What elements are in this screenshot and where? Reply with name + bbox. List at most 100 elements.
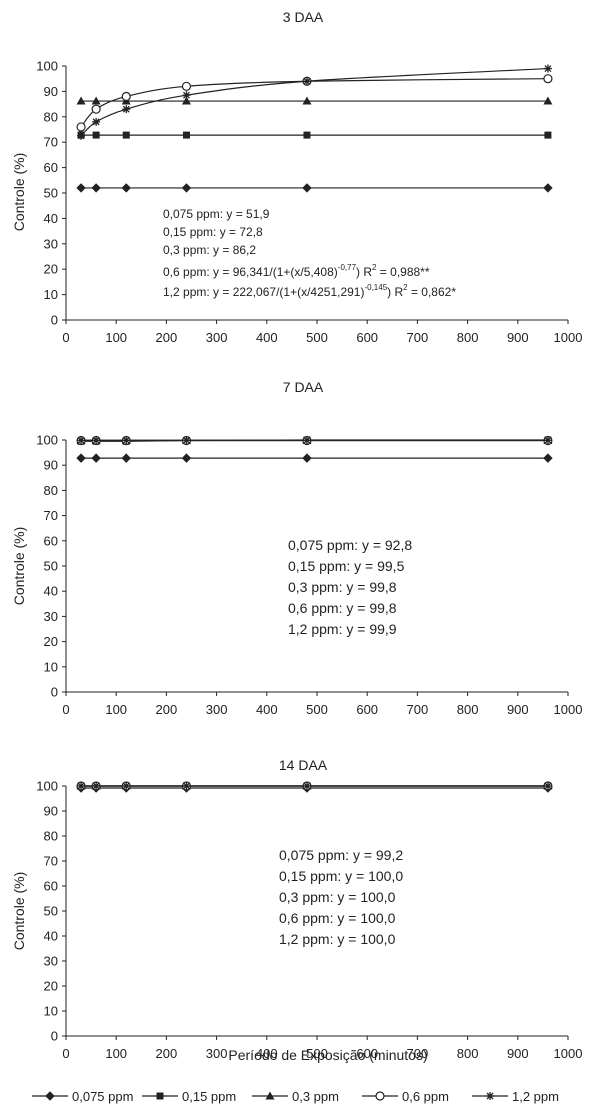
y-tick-label-14daa: 60 (44, 879, 58, 894)
point-triangle-3daa (76, 96, 86, 105)
legend-marker-square (156, 1092, 164, 1100)
point-star-14daa (122, 782, 131, 790)
y-tick-label-3daa: 30 (44, 236, 58, 251)
equation-03-7daa: 0,3 ppm: y = 99,8 (288, 579, 397, 595)
equations-7daa: 0,075 ppm: y = 92,8 0,15 ppm: y = 99,5 0… (288, 537, 412, 637)
point-star-3daa (302, 77, 311, 86)
x-tick-label-3daa: 600 (356, 330, 378, 345)
panel-3daa: 3 DAA Controle (%) 0,075 ppm: y = 51,9 0… (11, 9, 582, 345)
point-diamond-7daa (121, 453, 131, 463)
x-tick-label-7daa: 700 (407, 702, 429, 717)
x-tick-label-7daa: 400 (256, 702, 278, 717)
point-star-14daa (182, 782, 191, 790)
point-star-3daa (182, 91, 191, 100)
panel-title-14daa: 14 DAA (279, 757, 328, 773)
y-tick-label-3daa: 80 (44, 109, 58, 124)
point-diamond-7daa (76, 453, 86, 463)
legend-label-circle: 0,6 ppm (402, 1089, 449, 1104)
x-tick-label-7daa: 0 (62, 702, 69, 717)
point-star-7daa (543, 436, 552, 445)
y-tick-label-7daa: 100 (36, 433, 58, 448)
legend-item-star: 1,2 ppm (472, 1089, 559, 1104)
x-tick-label-7daa: 200 (156, 702, 178, 717)
point-diamond-7daa (181, 453, 192, 463)
point-diamond-7daa (543, 453, 553, 463)
x-tick-label-14daa: 0 (62, 1046, 69, 1061)
point-square-3daa (182, 131, 190, 139)
y-tick-label-14daa: 80 (44, 829, 58, 844)
x-tick-label-14daa: 800 (457, 1046, 479, 1061)
series-line-star-3daa (80, 67, 548, 137)
point-star-7daa (122, 436, 131, 445)
x-tick-label-3daa: 400 (256, 330, 278, 345)
y-tick-label-3daa: 40 (44, 211, 58, 226)
point-triangle-3daa (543, 96, 553, 105)
x-tick-label-14daa: 400 (256, 1046, 278, 1061)
x-tick-label-7daa: 500 (306, 702, 328, 717)
point-star-14daa (543, 782, 552, 790)
point-triangle-3daa (91, 96, 101, 105)
series-circle-3daa (76, 74, 553, 132)
legend-item-diamond: 0,075 ppm (32, 1089, 133, 1104)
x-tick-label-14daa: 300 (206, 1046, 228, 1061)
x-tick-label-7daa: 1000 (554, 702, 583, 717)
equation-06-7daa: 0,6 ppm: y = 99,8 (288, 600, 397, 616)
point-star-7daa (302, 436, 311, 445)
x-tick-label-7daa: 600 (356, 702, 378, 717)
point-star-3daa (92, 117, 101, 126)
point-diamond-3daa (181, 183, 192, 193)
equation-0075-14daa: 0,075 ppm: y = 99,2 (279, 847, 403, 863)
point-diamond-3daa (121, 183, 131, 193)
legend-label-square: 0,15 ppm (182, 1089, 236, 1104)
series-star-3daa (77, 64, 552, 140)
x-tick-label-3daa: 500 (306, 330, 328, 345)
legend-item-square: 0,15 ppm (142, 1089, 236, 1104)
equation-12-7daa: 1,2 ppm: y = 99,9 (288, 621, 397, 637)
point-diamond-3daa (91, 183, 101, 193)
x-tick-label-14daa: 100 (105, 1046, 127, 1061)
series-star-14daa (77, 782, 552, 790)
point-square-3daa (544, 131, 552, 139)
point-circle-3daa (121, 91, 131, 102)
x-tick-label-14daa: 600 (356, 1046, 378, 1061)
y-tick-label-3daa: 20 (44, 262, 58, 277)
legend-label-diamond: 0,075 ppm (72, 1089, 133, 1104)
y-tick-label-7daa: 50 (44, 559, 58, 574)
point-star-3daa (122, 105, 131, 114)
x-tick-label-7daa: 300 (206, 702, 228, 717)
x-tick-label-3daa: 800 (457, 330, 479, 345)
y-tick-label-3daa: 50 (44, 186, 58, 201)
y-tick-label-14daa: 20 (44, 979, 58, 994)
equation-06-3daa: 0,6 ppm: y = 96,341/(1+(x/5,408)-0,77) R… (163, 263, 430, 279)
x-tick-label-14daa: 500 (306, 1046, 328, 1061)
y-tick-label-7daa: 30 (44, 609, 58, 624)
x-tick-label-3daa: 300 (206, 330, 228, 345)
panel-14daa: 14 DAA Controle (%) Período de Exposição… (11, 757, 582, 1063)
point-diamond-3daa (302, 183, 312, 193)
point-star-7daa (92, 436, 101, 445)
y-tick-label-7daa: 10 (44, 659, 58, 674)
y-tick-label-7daa: 0 (51, 685, 58, 700)
x-tick-label-3daa: 100 (105, 330, 127, 345)
equation-12-3daa: 1,2 ppm: y = 222,067/(1+(x/4251,291)-0,1… (163, 283, 456, 299)
legend-marker-circle (375, 1091, 385, 1101)
y-tick-label-3daa: 60 (44, 160, 58, 175)
x-axis-title: Período de Exposição (minutos) (228, 1047, 427, 1063)
x-tick-label-14daa: 200 (156, 1046, 178, 1061)
series-diamond-3daa (76, 183, 553, 193)
y-tick-label-14daa: 70 (44, 854, 58, 869)
point-star-14daa (92, 782, 101, 790)
equation-06-14daa: 0,6 ppm: y = 100,0 (279, 910, 396, 926)
point-triangle-3daa (302, 96, 312, 105)
y-tick-label-3daa: 10 (44, 287, 58, 302)
point-star-7daa (77, 436, 86, 445)
panel-title-3daa: 3 DAA (283, 9, 324, 25)
point-star-7daa (182, 436, 191, 445)
equation-015-14daa: 0,15 ppm: y = 100,0 (279, 868, 403, 884)
y-tick-label-7daa: 40 (44, 584, 58, 599)
y-tick-label-14daa: 10 (44, 1004, 58, 1019)
point-diamond-7daa (91, 453, 101, 463)
y-tick-label-7daa: 90 (44, 458, 58, 473)
point-star-14daa (302, 782, 311, 790)
